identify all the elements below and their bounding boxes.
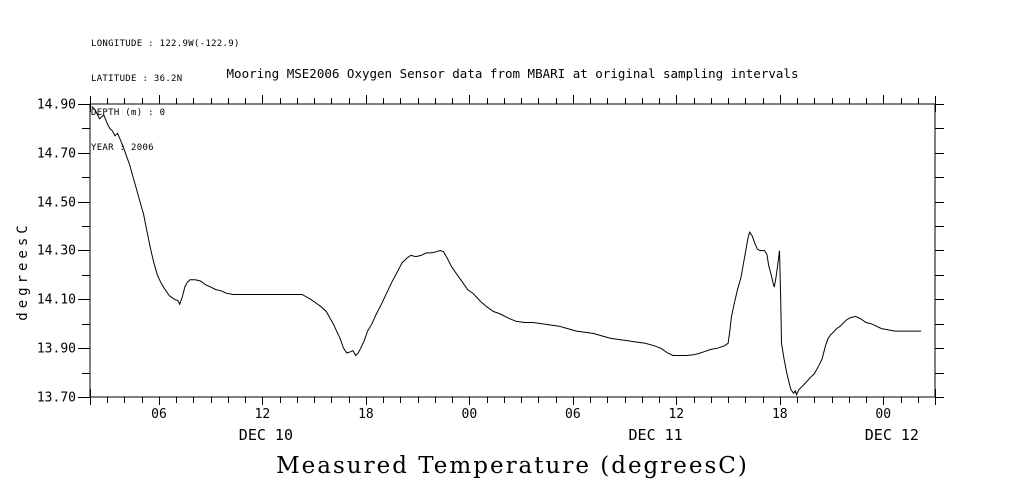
metadata-depth: DEPTH (m) : 0 (91, 108, 166, 118)
x-date-label: DEC 10 (239, 426, 293, 444)
axis-frame (89, 103, 936, 398)
x-hour-label: 18 (358, 407, 374, 422)
y-tick-label: 14.70 (37, 147, 76, 162)
chart-title: Mooring MSE2006 Oxygen Sensor data from … (226, 66, 799, 81)
y-tick-label: 13.70 (37, 391, 76, 406)
x-hour-label: 12 (255, 407, 271, 422)
y-tick-label: 13.90 (37, 342, 76, 357)
metadata-longitude: LONGITUDE : 122.9W(-122.9) (91, 39, 240, 49)
y-tick-label: 14.50 (37, 196, 76, 211)
x-axis-caption: Measured Temperature (degreesC) (276, 453, 749, 479)
x-hour-label: 06 (565, 407, 581, 422)
x-date-label: DEC 11 (629, 426, 683, 444)
metadata-year: YEAR : 2006 (91, 142, 154, 153)
y-tick-label: 14.30 (37, 244, 76, 259)
x-date-label: DEC 12 (865, 426, 919, 444)
metadata-block: LONGITUDE : 122.9W(-122.9) LATITUDE : 36… (91, 16, 240, 177)
metadata-latitude: LATITUDE : 36.2N (91, 73, 183, 84)
x-hour-label: 00 (462, 407, 478, 422)
x-hour-label: 00 (875, 407, 891, 422)
x-hour-label: 12 (668, 407, 684, 422)
temperature-line (91, 106, 922, 396)
x-hour-label: 18 (772, 407, 788, 422)
y-tick-label: 14.10 (37, 293, 76, 308)
x-hour-label: 06 (151, 407, 167, 422)
y-tick-label: 14.90 (37, 98, 76, 113)
